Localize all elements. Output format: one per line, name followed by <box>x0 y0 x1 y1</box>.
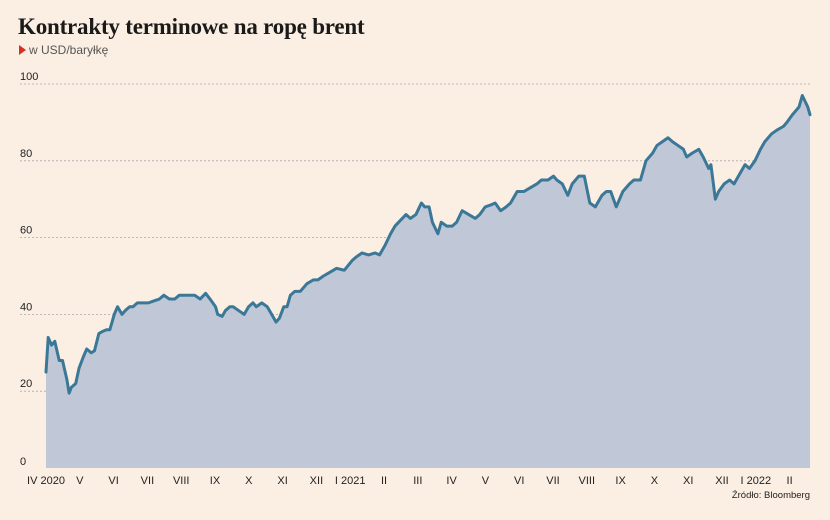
price-line <box>44 94 812 395</box>
x-tick-label: XI <box>683 475 693 487</box>
y-tick-label: 0 <box>20 456 26 468</box>
unit-label: w USD/baryłkę <box>29 43 109 57</box>
x-tick-label: I 2021 <box>335 475 366 487</box>
x-tick-label: IV 2020 <box>27 475 65 487</box>
x-tick-label: IV <box>446 475 457 487</box>
x-tick-label: V <box>76 475 84 487</box>
x-tick-label: V <box>482 475 490 487</box>
x-tick-label: IX <box>615 475 626 487</box>
x-tick-label: XI <box>277 475 287 487</box>
x-tick-label: II <box>381 475 387 487</box>
x-tick-label: I 2022 <box>741 475 772 487</box>
chart-title: Kontrakty terminowe na ropę brent <box>18 14 365 39</box>
x-tick-label: X <box>245 475 253 487</box>
x-tick-label: VII <box>546 475 559 487</box>
x-tick-label: VI <box>514 475 524 487</box>
y-tick-label: 80 <box>20 148 32 160</box>
x-tick-label: III <box>413 475 422 487</box>
y-tick-label: 60 <box>20 225 32 237</box>
y-tick-label: 100 <box>20 71 38 83</box>
x-tick-label: X <box>651 475 659 487</box>
source-note: Źródło: Bloomberg <box>731 490 810 501</box>
x-tick-label: IX <box>210 475 221 487</box>
x-tick-label: VII <box>141 475 154 487</box>
x-tick-label: II <box>787 475 793 487</box>
x-tick-label: XII <box>310 475 323 487</box>
red-triangle-icon <box>19 45 26 55</box>
x-tick-label: VI <box>108 475 118 487</box>
x-tick-label: VIII <box>173 475 190 487</box>
price-area <box>46 95 810 469</box>
y-tick-label: 20 <box>20 378 32 390</box>
y-tick-label: 40 <box>20 301 32 313</box>
x-tick-label: VIII <box>579 475 596 487</box>
chart-subtitle: w USD/baryłkę <box>19 43 108 57</box>
x-tick-label: XII <box>715 475 728 487</box>
